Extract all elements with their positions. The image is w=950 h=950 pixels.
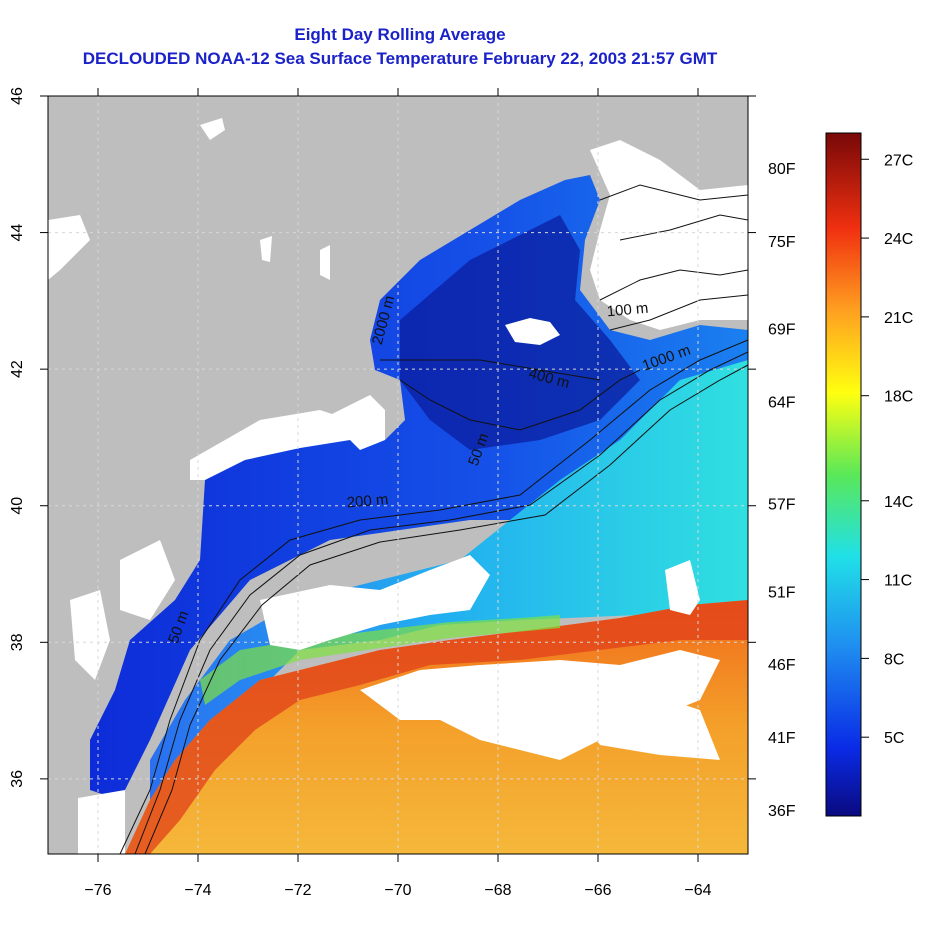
lon-tick-label: −64 bbox=[684, 882, 711, 899]
lon-tick-label: −66 bbox=[584, 882, 611, 899]
celsius-label: 27C bbox=[884, 152, 913, 169]
celsius-label: 24C bbox=[884, 231, 913, 248]
celsius-label: 8C bbox=[884, 651, 904, 668]
fahrenheit-label: 69F bbox=[768, 322, 796, 339]
bathymetry-contours bbox=[119, 184, 748, 854]
celsius-label: 18C bbox=[884, 389, 913, 406]
latitude-axis: 36 38 40 42 44 46 bbox=[9, 87, 756, 788]
lat-tick-label: 46 bbox=[9, 87, 26, 105]
lon-tick-label: −74 bbox=[184, 882, 211, 899]
lat-tick-label: 44 bbox=[9, 224, 26, 242]
fahrenheit-label: 41F bbox=[768, 730, 796, 747]
lon-tick-label: −70 bbox=[384, 882, 411, 899]
lat-tick-label: 42 bbox=[9, 360, 26, 378]
fahrenheit-label: 46F bbox=[768, 657, 796, 674]
lat-tick-label: 40 bbox=[9, 497, 26, 515]
map-subtitle: DECLOUDED NOAA-12 Sea Surface Temperatur… bbox=[82, 49, 718, 68]
graticule bbox=[48, 96, 748, 854]
fahrenheit-scale: 80F 75F 69F 64F 57F 51F 46F 41F 36F bbox=[768, 161, 796, 820]
celsius-label: 14C bbox=[884, 494, 913, 511]
celsius-scale: 27C 24C 21C 18C 14C 11C 8C 5C bbox=[861, 152, 913, 747]
contour-label: 200 m bbox=[346, 491, 389, 512]
fahrenheit-label: 36F bbox=[768, 803, 796, 820]
longitude-axis: −76 −74 −72 −70 −68 −66 −64 bbox=[84, 88, 712, 899]
lat-tick-label: 38 bbox=[9, 633, 26, 651]
shelf-edge-green bbox=[200, 615, 560, 705]
celsius-label: 21C bbox=[884, 310, 913, 327]
lon-tick-label: −76 bbox=[84, 882, 111, 899]
map-title: Eight Day Rolling Average bbox=[294, 25, 506, 44]
gulf-stream-front bbox=[125, 600, 748, 854]
fahrenheit-label: 57F bbox=[768, 497, 796, 514]
contour-label: 100 m bbox=[606, 300, 649, 321]
fahrenheit-label: 75F bbox=[768, 234, 796, 251]
lat-tick-label: 36 bbox=[9, 770, 26, 788]
fahrenheit-label: 51F bbox=[768, 584, 796, 601]
lon-tick-label: −68 bbox=[484, 882, 511, 899]
colorbar bbox=[825, 132, 862, 817]
celsius-label: 5C bbox=[884, 730, 904, 747]
cloud-mask bbox=[48, 118, 748, 854]
lon-tick-label: −72 bbox=[284, 882, 311, 899]
celsius-label: 11C bbox=[884, 573, 912, 590]
fahrenheit-label: 80F bbox=[768, 161, 796, 178]
fahrenheit-label: 64F bbox=[768, 395, 796, 412]
